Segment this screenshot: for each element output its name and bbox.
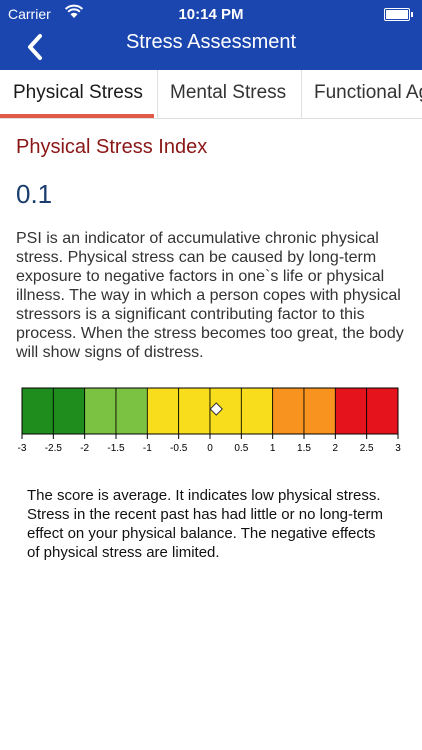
result-text: The score is average. It indicates low p… [27, 487, 384, 561]
scale-tick-label: -1.5 [107, 443, 125, 454]
tab-functional-age[interactable]: Functional Ag [314, 82, 422, 103]
scale-tick-label: -2 [80, 443, 89, 454]
index-description: PSI is an indicator of accumulative chro… [16, 230, 404, 361]
stress-scale: -3 -2.5 -2 -1.5 -1 -0.5 0 0.5 1 1.5 2 2.5 3 [18, 387, 401, 454]
chevron-left-icon [28, 34, 42, 60]
index-title: Physical Stress Index [16, 136, 208, 158]
tab-bar: Physical Stress Mental Stress Functional… [0, 70, 422, 119]
page-title: Stress Assessment [125, 31, 297, 53]
carrier-label: Carrier [8, 6, 51, 22]
back-button[interactable] [22, 32, 48, 62]
scale-tick-label: 2 [333, 443, 339, 454]
status-bar: Carrier 10:14 PM [0, 0, 422, 28]
tab-mental-stress[interactable]: Mental Stress [170, 82, 287, 103]
scale-tick-label: -1 [143, 443, 152, 454]
scale-segment [84, 387, 117, 435]
scale-tick-label: 0.5 [234, 443, 248, 454]
scale-segment [334, 387, 368, 435]
scale-segment [240, 387, 274, 435]
tab-physical-stress[interactable]: Physical Stress [13, 82, 143, 103]
tab-divider [157, 70, 158, 118]
scale-tick-label: 1 [270, 443, 276, 454]
battery-icon [384, 8, 413, 21]
status-time: 10:14 PM [178, 6, 244, 23]
top-bar: Carrier 10:14 PM Stress Assessment [0, 0, 422, 70]
score-marker [209, 402, 223, 416]
scale-segment [21, 387, 54, 435]
wifi-icon [64, 4, 84, 18]
scale-segment [52, 387, 86, 435]
scale-tick-label: -3 [18, 443, 27, 454]
scale-segment [146, 387, 180, 435]
scale-segment [366, 387, 399, 435]
active-tab-indicator [0, 114, 154, 118]
navigation-bar: Stress Assessment [0, 28, 422, 70]
scale-tick-label: 2.5 [360, 443, 374, 454]
scale-tick-label: -0.5 [170, 443, 188, 454]
index-value: 0.1 [16, 179, 53, 209]
scale-segment [178, 387, 211, 435]
scale-segment [303, 387, 336, 435]
scale-tick-label: 3 [395, 443, 401, 454]
scale-tick-label: 1.5 [297, 443, 311, 454]
scale-segment [115, 387, 148, 435]
scale-tick-label: -2.5 [45, 443, 63, 454]
scale-segment [272, 387, 305, 435]
scale-tick-label: 0 [207, 443, 213, 454]
tab-divider [301, 70, 302, 118]
